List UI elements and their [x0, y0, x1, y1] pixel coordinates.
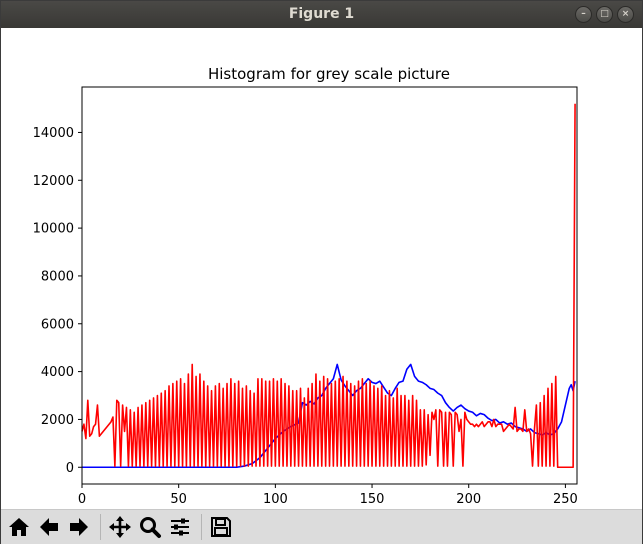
plot-area[interactable]: Histogram for grey scale picture 0 50 100 1… [1, 28, 642, 509]
y-tick-label: 14000 [33, 126, 74, 141]
save-button[interactable] [207, 513, 235, 541]
toolbar-separator [100, 514, 101, 540]
floppy-disk-icon [211, 517, 231, 537]
close-icon[interactable]: × [617, 6, 634, 23]
chart-title: Histogram for grey scale picture [208, 65, 450, 83]
arrow-right-icon [70, 518, 88, 536]
zoom-button[interactable] [136, 513, 164, 541]
y-tick-label: 10000 [33, 222, 74, 237]
back-button[interactable] [35, 513, 63, 541]
axes-frame [81, 86, 578, 485]
series-line-1 [81, 103, 576, 469]
x-tick-label: 150 [360, 492, 385, 507]
arrow-left-icon [40, 518, 58, 536]
x-tick-label: 200 [456, 492, 481, 507]
title-bar[interactable]: Figure 1 – □ × [1, 1, 642, 28]
y-tick-label: 4000 [41, 365, 74, 380]
configure-button[interactable] [166, 513, 194, 541]
minimize-icon[interactable]: – [575, 6, 592, 23]
magnifier-icon [140, 517, 161, 538]
y-tick-label: 2000 [41, 413, 74, 428]
window-title: Figure 1 [288, 6, 355, 22]
move-icon [109, 516, 131, 538]
toolbar-separator [201, 514, 202, 540]
y-tick-label: 0 [66, 461, 74, 476]
maximize-icon[interactable]: □ [596, 6, 613, 23]
y-tick-label: 6000 [41, 317, 74, 332]
pan-button[interactable] [106, 513, 134, 541]
histogram-chart: Histogram for grey scale picture 0 50 100 1… [33, 65, 578, 507]
home-button[interactable] [5, 513, 33, 541]
forward-button[interactable] [65, 513, 93, 541]
series-layer [81, 103, 576, 469]
sliders-icon [171, 518, 189, 536]
x-tick-label: 250 [553, 492, 578, 507]
y-axis: 0 2000 4000 6000 8000 10000 12000 14000 [33, 126, 82, 476]
y-tick-label: 8000 [41, 269, 74, 284]
x-tick-label: 100 [263, 492, 288, 507]
home-icon [9, 518, 29, 536]
x-tick-label: 50 [170, 492, 187, 507]
x-axis: 0 50 100 150 200 250 [78, 484, 578, 507]
navigation-toolbar [1, 509, 642, 544]
x-tick-label: 0 [78, 492, 86, 507]
y-tick-label: 12000 [33, 174, 74, 189]
